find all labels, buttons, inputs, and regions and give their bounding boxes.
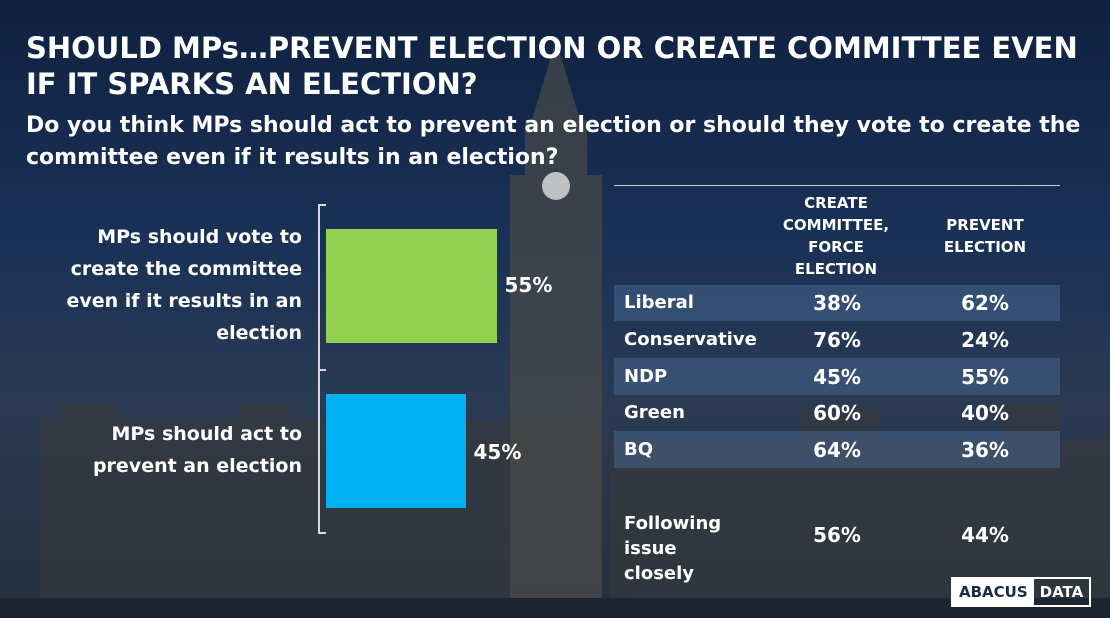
table-row: Following issue closely 56% 44%	[614, 505, 1060, 584]
row-create-value: 56%	[813, 523, 861, 547]
table-row: Liberal 38% 62%	[614, 285, 1060, 321]
table-row: BQ 64% 36%	[614, 431, 1060, 468]
bar-value-create: 55%	[504, 273, 553, 297]
bar-value-prevent: 45%	[473, 440, 522, 464]
axis-tick	[318, 532, 326, 534]
row-name: Green	[624, 402, 685, 423]
row-create-value: 64%	[813, 438, 861, 462]
row-prevent-value: 24%	[961, 328, 1009, 352]
table-top-rule	[614, 185, 1060, 186]
row-name: BQ	[624, 439, 654, 460]
row-create-value: 45%	[813, 365, 861, 389]
row-prevent-value: 40%	[961, 401, 1009, 425]
logo-text-data: DATA	[1039, 583, 1084, 601]
bar-prevent-election	[326, 394, 466, 508]
row-name: Conservative	[624, 329, 757, 350]
row-create-value: 60%	[813, 401, 861, 425]
row-name: NDP	[624, 366, 668, 387]
category-label-prevent: MPs should act to prevent an election	[92, 423, 302, 477]
table-row: NDP 45% 55%	[614, 358, 1060, 395]
row-prevent-value: 62%	[961, 291, 1009, 315]
bar-create-committee	[326, 229, 497, 343]
chart-title: SHOULD MPs…PREVENT ELECTION OR CREATE CO…	[26, 31, 1078, 101]
axis-tick	[318, 204, 326, 206]
axis-tick	[318, 369, 326, 371]
row-prevent-value: 36%	[961, 438, 1009, 462]
row-prevent-value: 44%	[961, 523, 1009, 547]
table-row: Green 60% 40%	[614, 395, 1060, 431]
row-name: Following issue closely	[624, 513, 722, 584]
row-prevent-value: 55%	[961, 365, 1009, 389]
category-label-create: MPs should vote to create the committee …	[66, 226, 302, 344]
abacus-data-logo: ABACUS DATA	[951, 577, 1092, 607]
column-header-create: CREATE COMMITTEE, FORCE ELECTION	[782, 194, 890, 278]
chart-subtitle: Do you think MPs should act to prevent a…	[26, 113, 1081, 170]
logo-text-abacus: ABACUS	[953, 579, 1034, 605]
table-row: Conservative 76% 24%	[614, 321, 1060, 358]
row-create-value: 38%	[813, 291, 861, 315]
row-create-value: 76%	[813, 328, 861, 352]
row-name: Liberal	[624, 292, 694, 313]
column-header-prevent: PREVENT ELECTION	[943, 216, 1027, 256]
